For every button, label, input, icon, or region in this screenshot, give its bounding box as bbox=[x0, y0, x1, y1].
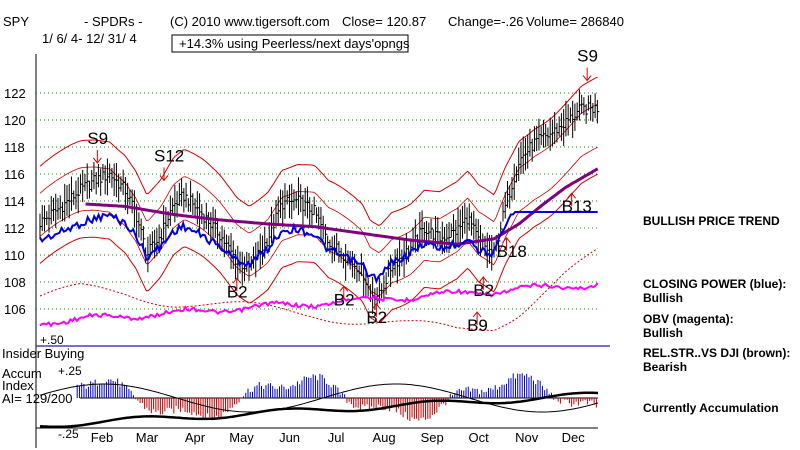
fund-name: - SPDRs - bbox=[84, 14, 143, 29]
price-trend: BULLISH PRICE TREND bbox=[643, 214, 780, 228]
ticker: SPY bbox=[3, 14, 29, 29]
y-tick-label: 114 bbox=[4, 194, 25, 209]
close-value: Close= 120.87 bbox=[342, 14, 426, 29]
closing-power-line bbox=[39, 211, 598, 285]
signal-label: B2 bbox=[227, 282, 248, 301]
closing-power-series bbox=[39, 211, 598, 285]
signal-arrowhead bbox=[567, 192, 577, 199]
y-tick-label: 108 bbox=[4, 275, 26, 290]
signal-label: S9 bbox=[577, 47, 598, 66]
signal-label: B9 bbox=[467, 316, 488, 335]
signal-arrowhead bbox=[502, 236, 511, 244]
x-tick-label: Apr bbox=[185, 430, 206, 445]
signal-label: B2 bbox=[366, 308, 387, 327]
y-tick-label: 116 bbox=[4, 167, 25, 182]
insider-level: +.50 bbox=[40, 333, 64, 347]
x-tick-label: May bbox=[229, 430, 254, 445]
signal-arrowhead bbox=[92, 157, 102, 164]
x-tick-label: Jun bbox=[279, 430, 300, 445]
x-tick-label: Mar bbox=[136, 430, 159, 445]
price-bars bbox=[39, 89, 600, 315]
obv-value: Bullish bbox=[643, 326, 684, 340]
x-tick-label: Sep bbox=[421, 430, 444, 445]
accum-ai: AI= 129/200 bbox=[2, 391, 72, 406]
signal-label: S9 bbox=[87, 129, 108, 148]
y-tick-label: 122 bbox=[4, 86, 26, 101]
performance-text: +14.3% using Peerless/next days'opngs bbox=[179, 36, 410, 51]
accum-index: Index bbox=[2, 378, 34, 393]
closing-power-status: CLOSING POWER (blue): Bullish bbox=[643, 277, 786, 305]
x-tick-label: Dec bbox=[562, 430, 586, 445]
accum-bottom: -.25 bbox=[58, 427, 79, 441]
date-range: 1/ 6/ 4- 12/ 31/ 4 bbox=[42, 31, 137, 46]
obv-label: OBV (magenta): bbox=[643, 312, 734, 326]
price-grid bbox=[36, 92, 598, 310]
moving-average bbox=[85, 167, 599, 246]
y-tick-label: 112 bbox=[4, 221, 25, 236]
band-line bbox=[39, 76, 598, 226]
closing-power-label: CLOSING POWER (blue): bbox=[643, 277, 787, 291]
accum-smooth-line bbox=[39, 383, 599, 413]
accumulation-status: Currently Accumulation bbox=[643, 401, 779, 415]
x-tick-labels: Feb Mar Apr May Jun Jul Aug Sep Oct Nov Dec bbox=[91, 430, 585, 445]
volume-value: Volume= 286840 bbox=[526, 14, 624, 29]
signal-arrowhead bbox=[339, 285, 349, 292]
moving-average-line bbox=[85, 167, 599, 246]
relative-strength-value: Bearish bbox=[643, 360, 688, 374]
signal-label: S12 bbox=[154, 146, 184, 165]
relative-strength-label: REL.STR..VS DJI (brown): bbox=[643, 346, 791, 360]
x-tick-label: Feb bbox=[91, 430, 113, 445]
accumulation-status-text: Currently Accumulation bbox=[643, 401, 779, 415]
copyright: (C) 2010 www.tigersoft.com bbox=[170, 14, 330, 29]
change-value: Change=-.26 bbox=[448, 14, 524, 29]
insider-label: Insider Buying bbox=[2, 346, 84, 361]
bollinger-bands bbox=[39, 76, 598, 331]
signal-label: B2 bbox=[334, 290, 355, 309]
accum-histogram bbox=[39, 373, 599, 429]
x-tick-label: Nov bbox=[515, 430, 539, 445]
signal-label: B2 bbox=[473, 281, 494, 300]
y-tick-label: 106 bbox=[4, 302, 26, 317]
performance-box bbox=[171, 34, 409, 53]
signal-label: B13 bbox=[562, 197, 592, 216]
signal-arrowhead bbox=[478, 276, 488, 283]
y-tick-label: 120 bbox=[4, 113, 26, 128]
relative-strength-line bbox=[39, 391, 599, 429]
obv-status: OBV (magenta): Bullish bbox=[643, 312, 734, 340]
accum-title: Accum bbox=[2, 366, 42, 381]
accum-top: +.25 bbox=[58, 364, 82, 378]
signal-markers: S9 S12 B2 B2 B2 B2 B9 B18 B13 S9 bbox=[87, 47, 598, 335]
signal-arrowhead bbox=[582, 75, 592, 82]
closing-power-value: Bullish bbox=[643, 291, 684, 305]
x-tick-label: Jul bbox=[328, 430, 345, 445]
relative-strength-status: REL.STR..VS DJI (brown): Bearish bbox=[643, 346, 790, 374]
price-trend-text: BULLISH PRICE TREND bbox=[643, 214, 780, 228]
signal-arrowhead bbox=[159, 175, 169, 182]
signal-arrowhead bbox=[232, 277, 242, 284]
signal-label: B18 bbox=[497, 242, 527, 261]
y-tick-label: 118 bbox=[4, 140, 25, 155]
x-tick-label: Aug bbox=[373, 430, 396, 445]
y-tick-labels: 106 108 110 112 114 116 118 120 122 bbox=[4, 86, 26, 317]
band-line bbox=[39, 173, 598, 324]
obv-series bbox=[39, 282, 599, 328]
signal-arrowhead bbox=[371, 303, 381, 310]
obv-line bbox=[39, 282, 599, 328]
signal-arrowhead bbox=[472, 311, 482, 318]
band-line bbox=[39, 146, 598, 297]
x-tick-label: Oct bbox=[469, 430, 490, 445]
band-dotted bbox=[39, 248, 598, 331]
y-tick-label: 110 bbox=[4, 248, 25, 263]
